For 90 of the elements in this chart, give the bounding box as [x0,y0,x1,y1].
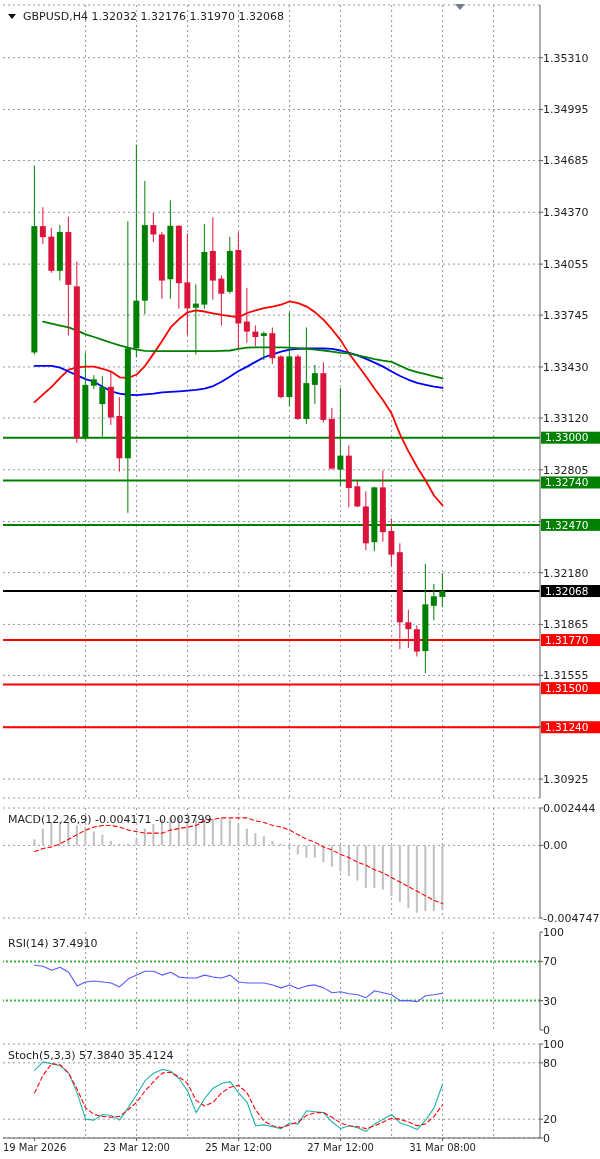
bar [262,836,265,846]
bar [339,845,342,872]
bar [254,833,257,846]
candlestick [218,274,225,326]
line-series [33,300,444,507]
y-tick-label: 70 [543,955,557,969]
y-tick-label: 100 [543,925,564,939]
candlestick [90,374,97,390]
bar [441,845,444,910]
bar [237,823,240,846]
bar [228,819,231,846]
x-tick-label: 27 Mar 12:00 [307,1141,374,1153]
y-tick-label: -0.004747 [543,911,600,925]
candlestick [150,212,157,243]
bar [356,845,359,881]
bar [305,845,308,858]
y-tick-label: 0 [543,1131,550,1145]
bar [75,825,78,846]
ref-line-label: 1.31240 [545,721,589,734]
candlestick [39,206,46,245]
y-tick-label: 1.35310 [543,51,589,65]
candlestick [311,364,318,405]
bar [347,845,350,876]
bar [296,845,299,855]
candlestick [260,331,267,361]
candlestick [405,609,412,649]
candlestick [354,479,361,508]
ref-line-label: 1.32068 [545,584,589,597]
y-tick-label: 1.32180 [543,566,589,580]
y-tick-label: 0.00 [543,839,568,853]
x-tick-label: 31 Mar 08:00 [409,1141,476,1153]
candlestick [252,324,259,347]
text: GBPUSD,H4 1.32032 1.32176 1.31970 1.32068 [23,10,284,23]
x-tick-label: 23 Mar 12:00 [103,1141,170,1153]
y-tick-label: 1.34685 [543,154,589,168]
bar [373,845,376,889]
x-tick-label: 19 Mar 2026 [2,1141,67,1153]
bar [101,834,104,846]
bar [322,845,325,863]
bar [41,828,44,846]
bar [398,845,401,902]
y-tick-label: 1.32805 [543,463,589,477]
y-tick-label: 1.34370 [543,206,589,220]
bar [364,845,367,889]
y-tick-label: 1.33120 [543,411,589,425]
candlestick [430,583,437,621]
y-tick-label: 1.33430 [543,360,589,374]
bar [220,817,223,846]
ref-line-label: 1.31770 [545,633,589,646]
bar [135,839,138,846]
bar [211,819,214,846]
ref-line-label: 1.33000 [545,431,589,444]
y-tick-label: 1.30925 [543,772,589,786]
y-tick-label: 80 [543,1056,557,1070]
candlestick [388,517,395,567]
y-tick-label: 100 [543,1037,564,1051]
ref-line-label: 1.31500 [545,681,589,694]
candlestick [439,572,446,608]
y-tick-label: 1.34995 [543,103,589,117]
text: MACD(12,26,9) -0.004171 -0.003799 [8,813,212,826]
candlestick [243,287,250,344]
ref-line-label: 1.32740 [545,476,589,489]
text: RSI(14) 37.4910 [8,937,98,950]
y-tick-label: 20 [543,1113,557,1127]
x-tick-label: 25 Mar 12:00 [205,1141,272,1153]
ref-line-label: 1.32470 [545,518,589,531]
bar [330,845,333,867]
y-tick-label: 1.34055 [543,258,589,272]
y-tick-label: 0.002444 [543,801,596,815]
bar [313,845,316,858]
bar [415,845,418,913]
bar [92,831,95,846]
y-tick-label: 1.31865 [543,618,589,632]
bar [288,845,291,849]
bar [424,845,427,912]
y-tick-label: 1.31555 [543,669,589,683]
bar [152,823,155,846]
bar [407,845,410,909]
y-tick-label: 30 [543,994,557,1008]
bar [245,828,248,846]
line-series [34,964,444,1003]
bar [33,839,36,846]
y-tick-label: 0 [543,1023,550,1037]
text: Stoch(5,3,3) 57.3840 35.4124 [8,1049,174,1062]
bar [432,845,435,912]
bar [381,845,384,890]
y-tick-label: 1.33745 [543,309,589,323]
bar [84,827,87,846]
bar [390,845,393,896]
candlestick [413,624,420,658]
